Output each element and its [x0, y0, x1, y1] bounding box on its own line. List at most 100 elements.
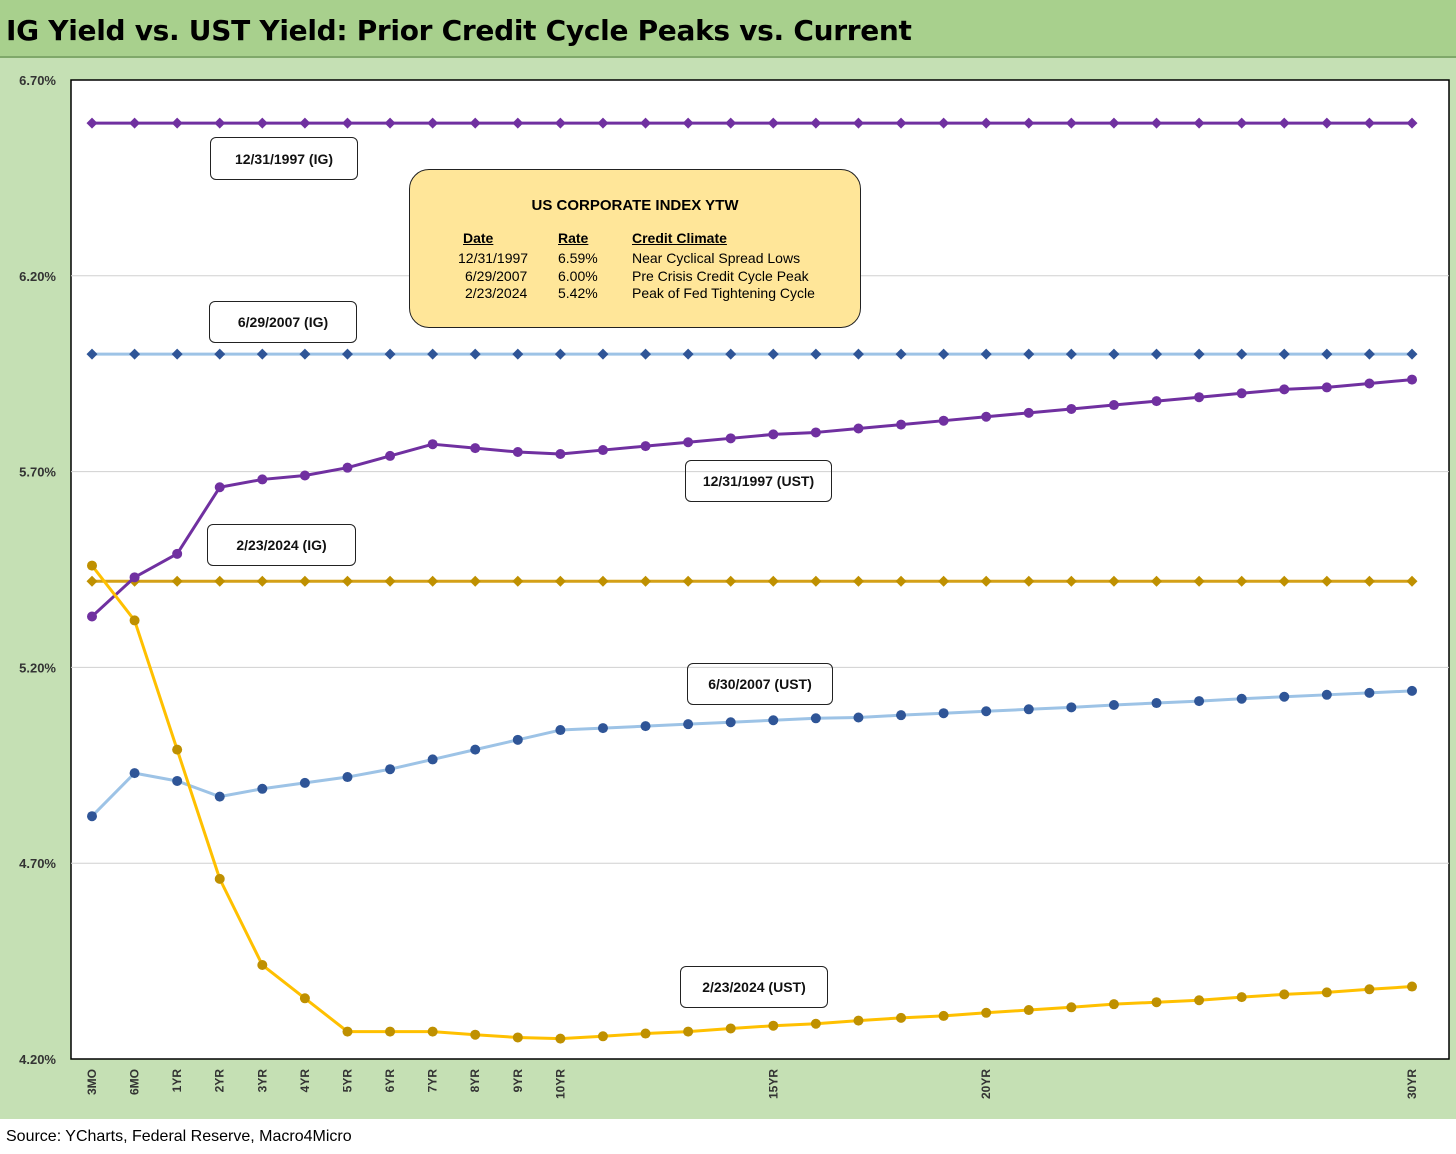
x-tick-label: 15YR — [766, 1069, 780, 1099]
data-point — [1279, 384, 1290, 395]
data-point — [1236, 992, 1247, 1003]
data-point — [384, 348, 396, 360]
data-point — [682, 575, 694, 587]
data-point — [683, 1026, 694, 1037]
data-point — [512, 734, 523, 745]
series-line — [90, 378, 1413, 618]
series-layer — [86, 117, 1418, 1044]
data-point — [1108, 348, 1120, 360]
data-point — [470, 443, 481, 454]
data-point — [257, 960, 268, 971]
data-point — [299, 575, 311, 587]
data-point — [385, 1026, 396, 1037]
data-point — [938, 708, 949, 719]
data-point — [470, 1029, 481, 1040]
data-point — [129, 348, 141, 360]
x-tick-label: 9YR — [511, 1069, 525, 1093]
data-point — [1108, 117, 1120, 129]
data-point — [1108, 699, 1119, 710]
data-point — [1364, 687, 1375, 698]
data-point — [1193, 117, 1205, 129]
data-point — [129, 615, 140, 626]
data-point — [810, 117, 822, 129]
data-point — [1407, 981, 1417, 992]
data-point — [171, 348, 183, 360]
data-point — [1194, 995, 1205, 1006]
data-point — [725, 575, 737, 587]
data-point — [214, 575, 226, 587]
data-point — [767, 117, 779, 129]
data-point — [1363, 348, 1375, 360]
x-tick-label: 4YR — [298, 1069, 312, 1093]
data-point — [1151, 698, 1162, 709]
row-rate: 5.42% — [558, 285, 598, 301]
x-tick-label: 1YR — [170, 1069, 184, 1093]
data-point — [597, 575, 609, 587]
data-point — [1151, 575, 1163, 587]
data-point — [767, 348, 779, 360]
data-point — [86, 348, 98, 360]
row-climate: Peak of Fed Tightening Cycle — [632, 285, 815, 301]
data-point — [683, 437, 694, 448]
row-date: 6/29/2007 — [465, 268, 528, 284]
data-point — [1407, 374, 1417, 385]
data-point — [555, 1033, 566, 1044]
data-point — [1236, 117, 1248, 129]
data-point — [1193, 575, 1205, 587]
corporate-index-table: US CORPORATE INDEX YTW Date Rate Credit … — [409, 169, 861, 328]
data-point — [938, 1010, 949, 1021]
data-point — [256, 117, 268, 129]
data-point — [767, 575, 779, 587]
y-tick-label: 5.20% — [19, 660, 56, 675]
data-point — [597, 117, 609, 129]
data-point — [214, 482, 225, 493]
data-point — [1108, 575, 1120, 587]
data-point — [87, 560, 97, 571]
data-point — [810, 348, 822, 360]
data-point — [384, 575, 396, 587]
data-point — [87, 611, 97, 622]
data-point — [938, 575, 950, 587]
series-label-1997-ig: 12/31/1997 (IG) — [210, 137, 358, 180]
data-point — [1321, 348, 1333, 360]
data-point — [1066, 1002, 1077, 1013]
data-point — [1321, 689, 1332, 700]
x-tick-label: 5YR — [340, 1069, 354, 1093]
data-point — [1321, 987, 1332, 998]
data-point — [257, 474, 268, 485]
data-point — [725, 348, 737, 360]
data-point — [299, 348, 311, 360]
data-point — [938, 117, 950, 129]
data-point — [1321, 382, 1332, 393]
data-point — [427, 1026, 438, 1037]
data-point — [853, 1015, 864, 1026]
row-rate: 6.59% — [558, 250, 598, 266]
data-point — [683, 719, 694, 730]
data-point — [427, 117, 439, 129]
row-climate: Near Cyclical Spread Lows — [632, 250, 801, 266]
data-point — [342, 772, 353, 783]
data-point — [299, 117, 311, 129]
data-point — [342, 462, 353, 473]
data-point — [1236, 348, 1248, 360]
data-point — [554, 575, 566, 587]
data-point — [427, 348, 439, 360]
x-tick-label: 30YR — [1405, 1069, 1419, 1099]
header-rate: Rate — [558, 230, 589, 246]
data-point — [980, 575, 992, 587]
header-date: Date — [463, 230, 494, 246]
x-tick-label: 7YR — [426, 1069, 440, 1093]
data-point — [555, 448, 566, 459]
data-point — [512, 117, 524, 129]
data-point — [768, 715, 779, 726]
data-point — [895, 117, 907, 129]
data-point — [1406, 575, 1418, 587]
data-point — [1407, 685, 1417, 696]
data-point — [1065, 575, 1077, 587]
series-label-2007-ig: 6/29/2007 (IG) — [209, 301, 357, 343]
series-line — [90, 689, 1413, 818]
data-point — [512, 447, 523, 458]
data-point — [129, 572, 140, 583]
data-point — [1194, 696, 1205, 707]
footer: Source: YCharts, Federal Reserve, Macro4… — [0, 1119, 1456, 1154]
